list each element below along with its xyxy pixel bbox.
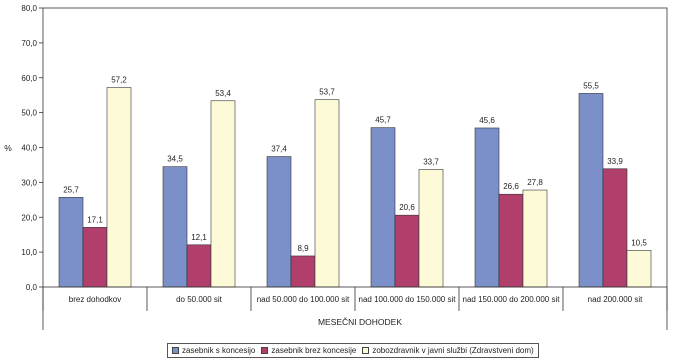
data-label: 33,7 <box>423 157 439 166</box>
bar <box>498 193 524 288</box>
data-label: 20,6 <box>399 203 415 212</box>
bar <box>418 169 444 288</box>
data-label: 26,6 <box>503 182 519 191</box>
y-tick-label: 50,0 <box>21 109 37 118</box>
bar <box>106 87 132 288</box>
bars-layer <box>58 87 652 288</box>
legend-swatch <box>362 347 370 354</box>
y-tick-label: 40,0 <box>21 144 37 153</box>
bar <box>522 189 548 288</box>
axes-layer: 0,0 10,0 20,0 30,0 40,0 50,0 60,0 70,0 80,0 brez … <box>21 4 668 330</box>
x-tick-label: do 50.000 sit <box>176 295 223 304</box>
y-tick-label: 0,0 <box>26 283 38 292</box>
bar <box>578 93 604 288</box>
y-tick-label: 70,0 <box>21 39 37 48</box>
data-label: 25,7 <box>63 185 79 194</box>
bar <box>626 250 652 288</box>
bar <box>474 127 500 288</box>
bar <box>162 166 188 288</box>
bar <box>394 214 420 288</box>
x-tick-label: nad 100.000 do 150.000 sit <box>359 295 457 304</box>
data-label: 17,1 <box>87 215 103 224</box>
plot-frame <box>42 7 668 288</box>
legend-item: zobozdravnik v javni službi (Zdravstveni… <box>362 346 534 355</box>
data-label: 27,8 <box>527 178 543 187</box>
x-tick-label: nad 200.000 sit <box>588 295 643 304</box>
data-label: 45,6 <box>479 116 495 125</box>
legend-swatch <box>261 347 269 354</box>
data-label: 34,5 <box>167 155 183 164</box>
data-label: 33,9 <box>607 157 623 166</box>
legend-label: zasebnik s koncesijo <box>182 346 256 355</box>
bar <box>210 100 236 288</box>
bar <box>314 99 340 288</box>
y-tick-label: 30,0 <box>21 178 37 187</box>
bar <box>186 244 212 288</box>
data-label: 12,1 <box>191 233 207 242</box>
legend: zasebnik s koncesijo zasebnik brez konces… <box>167 343 539 358</box>
bar <box>266 156 292 288</box>
bar <box>602 168 628 288</box>
bar <box>58 197 84 288</box>
x-tick-label: brez dohodkov <box>69 295 121 304</box>
x-tick-label: nad 150.000 do 200.000 sit <box>463 295 561 304</box>
legend-item: zasebnik s koncesijo <box>172 346 255 355</box>
data-label: 10,5 <box>631 238 647 247</box>
legend-item: zasebnik brez koncesije <box>261 346 356 355</box>
data-label: 53,7 <box>319 88 335 97</box>
bar <box>370 127 396 288</box>
bar <box>82 227 108 288</box>
legend-swatch <box>172 347 179 354</box>
y-tick-label: 60,0 <box>21 74 37 83</box>
y-axis-title: % <box>4 143 12 153</box>
data-label: 37,4 <box>271 145 287 154</box>
data-label: 45,7 <box>375 116 391 125</box>
data-label: 8,9 <box>297 244 309 253</box>
x-tick-label: nad 50.000 do 100.000 sit <box>257 295 350 304</box>
y-tick-label: 10,0 <box>21 248 37 257</box>
legend-label: zasebnik brez koncesije <box>271 346 357 355</box>
legend-label: zobozdravnik v javni službi (Zdravstveni… <box>372 346 534 355</box>
data-label: 57,2 <box>111 76 127 85</box>
bar <box>290 255 316 288</box>
data-label: 55,5 <box>583 81 599 90</box>
y-tick-label: 80,0 <box>21 4 37 13</box>
y-tick-label: 20,0 <box>21 213 37 222</box>
x-axis-title: MESEČNI DOHODEK <box>318 317 402 327</box>
data-label: 53,4 <box>215 89 231 98</box>
